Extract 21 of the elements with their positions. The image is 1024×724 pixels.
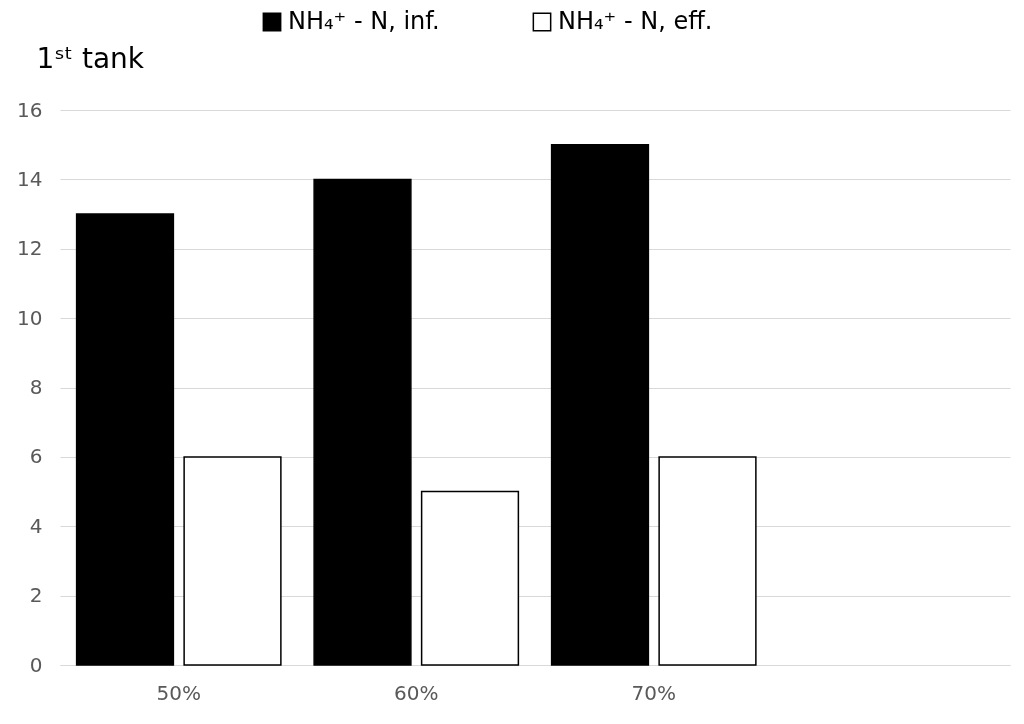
bar — [313, 178, 412, 666]
y-tick-label: 14 — [17, 166, 43, 191]
y-tick-label: 10 — [17, 305, 43, 330]
bar — [550, 143, 650, 666]
chart-title: 1ˢᵗ tank — [36, 42, 145, 75]
legend-label: NH₄⁺ - N, eff. — [558, 7, 713, 35]
bar — [420, 490, 520, 666]
y-tick-label: 2 — [29, 583, 43, 608]
y-tick-label: 0 — [29, 652, 43, 677]
y-tick-label: 8 — [29, 375, 43, 399]
bar — [658, 456, 757, 666]
y-tick-label: 12 — [17, 236, 43, 261]
x-tick-label: 60% — [394, 680, 439, 705]
x-tick-label: 70% — [631, 680, 676, 705]
bar — [75, 213, 175, 666]
x-tick-label: 50% — [156, 680, 201, 705]
y-tick-label: 4 — [29, 513, 43, 538]
bar — [183, 456, 282, 666]
y-tick-label: 16 — [17, 97, 43, 122]
y-tick-label: 6 — [29, 444, 43, 469]
legend-label: NH₄⁺ - N, inf. — [288, 7, 440, 35]
